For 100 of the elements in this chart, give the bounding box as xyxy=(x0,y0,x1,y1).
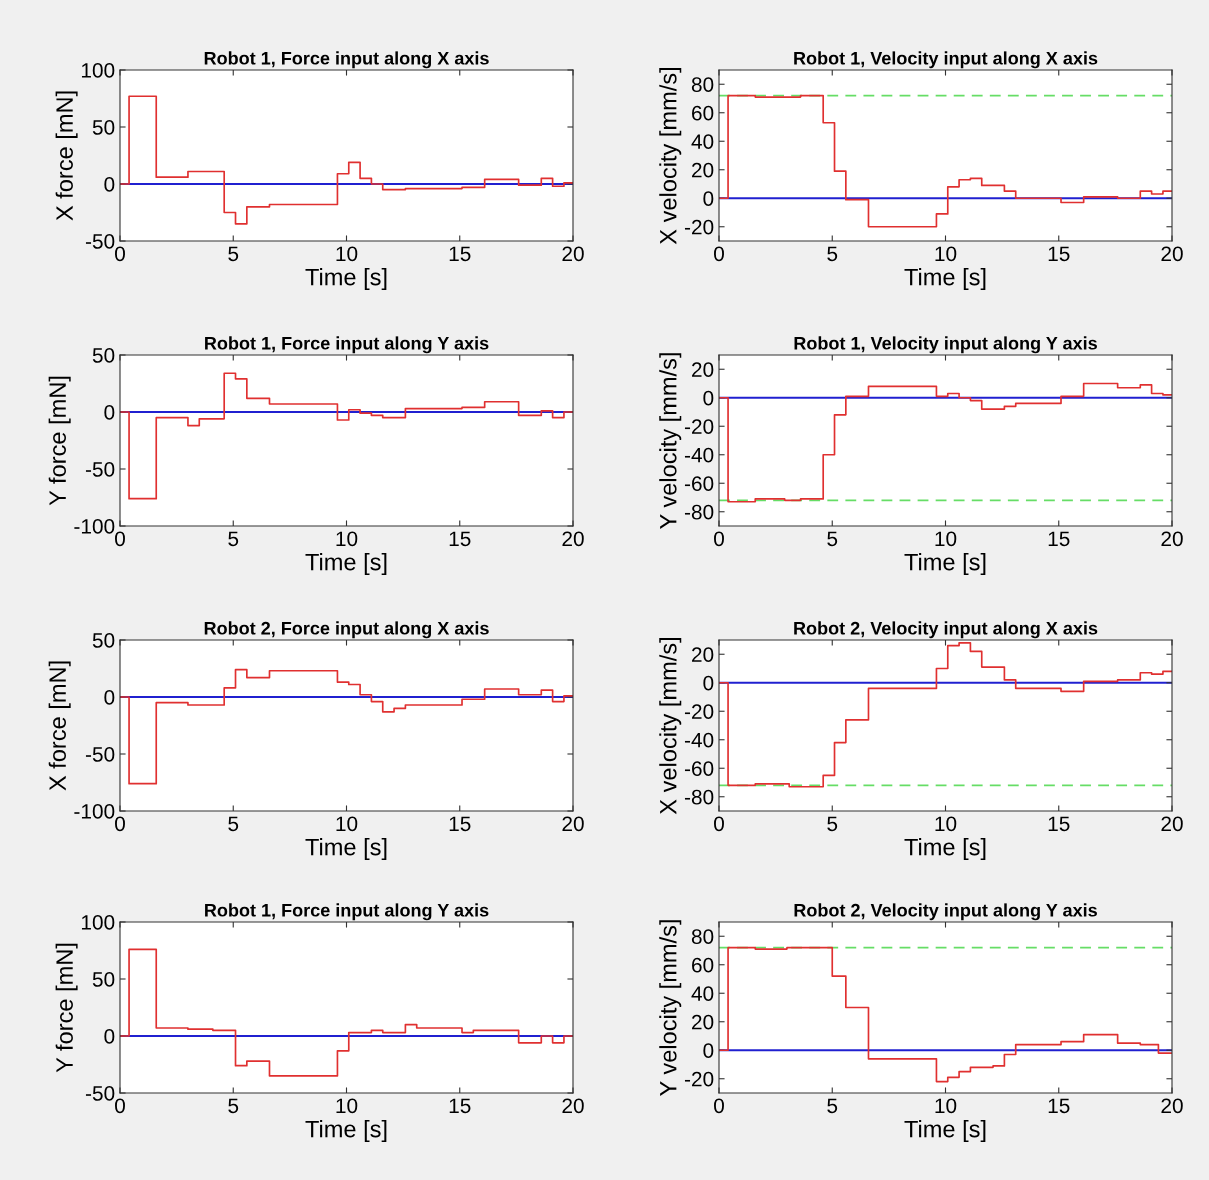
y-tick-label: 20 xyxy=(692,362,714,377)
x-tick-label: 20 xyxy=(562,1098,584,1114)
x-tick-label: 15 xyxy=(1048,1098,1070,1114)
y-tick-label: -20 xyxy=(684,1071,714,1087)
y-tick-label: -60 xyxy=(684,476,714,491)
x-tick-label: 20 xyxy=(562,246,584,262)
x-tick-label: 0 xyxy=(714,531,724,547)
y-tick-label: 40 xyxy=(691,986,714,1001)
x-tick-label: 10 xyxy=(935,1098,957,1114)
chart-title: Robot 2, Velocity input along X axis xyxy=(794,621,1098,639)
x-tick-label: 0 xyxy=(714,1098,724,1114)
x-tick-label: 5 xyxy=(827,1098,838,1114)
x-tick-label: 5 xyxy=(228,1098,239,1114)
x-tick-label: 5 xyxy=(228,246,239,262)
x-tick-label: 15 xyxy=(1048,531,1070,547)
y-axis-title: X velocity [mm/s] xyxy=(659,637,682,815)
y-tick-label: -100 xyxy=(74,804,115,819)
y-tick-label: -50 xyxy=(85,462,115,477)
y-tick-label: -80 xyxy=(684,789,714,805)
y-tick-label: 0 xyxy=(104,1029,115,1044)
x-axis-title: Time [s] xyxy=(904,553,986,576)
y-axis-title: X force [mN] xyxy=(55,91,78,221)
x-axis-title: Time [s] xyxy=(305,838,387,861)
x-axis-title: Time [s] xyxy=(305,553,387,576)
x-axis-title: Time [s] xyxy=(305,268,387,291)
x-axis-title: Time [s] xyxy=(904,838,986,861)
x-tick-label: 15 xyxy=(449,246,471,262)
x-tick-label: 15 xyxy=(449,816,471,832)
x-tick-label: 10 xyxy=(336,1098,358,1114)
x-tick-label: 15 xyxy=(1048,246,1070,262)
y-tick-label: 80 xyxy=(691,929,714,944)
y-axis-title: Y velocity [mm/s] xyxy=(659,353,682,529)
x-tick-label: 20 xyxy=(1161,531,1183,547)
y-axis-title: X velocity [mm/s] xyxy=(659,67,682,245)
x-tick-label: 10 xyxy=(935,816,957,832)
y-tick-label: 20 xyxy=(692,647,714,662)
y-tick-label: 60 xyxy=(692,105,714,121)
y-tick-label: 0 xyxy=(703,1043,714,1058)
x-tick-label: 10 xyxy=(336,531,358,547)
y-tick-label: 40 xyxy=(691,134,714,149)
y-tick-label: 50 xyxy=(92,348,115,363)
x-tick-label: 10 xyxy=(935,531,957,547)
y-tick-label: 0 xyxy=(104,177,115,192)
y-tick-label: -50 xyxy=(85,234,115,249)
y-tick-label: -40 xyxy=(684,447,714,463)
chart-title: Robot 1, Force input along Y axis xyxy=(205,336,489,354)
x-tick-label: 0 xyxy=(115,531,125,547)
x-tick-label: 20 xyxy=(1161,816,1183,832)
y-tick-label: -50 xyxy=(85,1086,115,1101)
x-tick-label: 15 xyxy=(1048,816,1070,832)
y-tick-label: 0 xyxy=(104,690,115,705)
y-tick-label: 50 xyxy=(92,120,115,135)
y-tick-label: -20 xyxy=(684,704,714,719)
x-axis-title: Time [s] xyxy=(904,1120,986,1143)
y-tick-label: 0 xyxy=(104,405,115,420)
y-tick-label: 100 xyxy=(81,915,115,930)
y-tick-label: 0 xyxy=(703,191,714,206)
x-tick-label: 0 xyxy=(115,816,125,832)
y-tick-label: 60 xyxy=(692,957,714,973)
chart-title: Robot 1, Velocity input along X axis xyxy=(794,51,1098,69)
y-tick-label: -40 xyxy=(684,732,714,748)
y-tick-label: 20 xyxy=(692,1014,714,1030)
y-axis-title: Y force [mN] xyxy=(55,943,78,1073)
x-tick-label: 10 xyxy=(336,816,358,832)
chart-title: Robot 1, Force input along X axis xyxy=(204,51,489,69)
y-tick-label: 80 xyxy=(691,77,714,92)
y-axis-title: Y velocity [mm/s] xyxy=(659,920,682,1096)
y-tick-label: -60 xyxy=(684,761,714,776)
x-tick-label: 0 xyxy=(714,246,724,262)
y-tick-label: -50 xyxy=(85,747,115,762)
x-tick-label: 20 xyxy=(1161,1098,1183,1114)
x-tick-label: 10 xyxy=(336,246,358,262)
chart-title: Robot 1, Velocity input along Y axis xyxy=(794,336,1097,354)
x-tick-label: 20 xyxy=(562,816,584,832)
x-tick-label: 20 xyxy=(562,531,584,547)
y-tick-label: -80 xyxy=(684,504,714,520)
x-tick-label: 0 xyxy=(714,816,724,832)
x-tick-label: 0 xyxy=(115,246,125,262)
x-tick-label: 10 xyxy=(935,246,957,262)
y-tick-label: 50 xyxy=(92,633,115,648)
x-tick-label: 5 xyxy=(827,246,838,262)
y-tick-label: -20 xyxy=(684,419,714,434)
x-tick-label: 15 xyxy=(449,1098,471,1114)
x-tick-label: 5 xyxy=(827,816,838,832)
y-axis-title: Y force [mN] xyxy=(48,376,71,506)
y-tick-label: -20 xyxy=(684,219,714,235)
y-tick-label: 0 xyxy=(703,675,714,691)
y-tick-label: 20 xyxy=(692,162,714,178)
x-tick-label: 5 xyxy=(827,531,838,547)
x-tick-label: 5 xyxy=(228,531,239,547)
x-tick-label: 15 xyxy=(449,531,471,547)
x-tick-label: 5 xyxy=(228,816,239,832)
chart-title: Robot 1, Force input along Y axis xyxy=(205,903,489,921)
chart-title: Robot 2, Force input along X axis xyxy=(204,621,489,639)
y-tick-label: -100 xyxy=(74,519,115,534)
y-axis-title: X force [mN] xyxy=(48,661,71,791)
y-tick-label: 50 xyxy=(92,972,115,987)
y-tick-label: 100 xyxy=(81,63,115,78)
x-tick-label: 20 xyxy=(1161,246,1183,262)
chart-title: Robot 2, Velocity input along Y axis xyxy=(794,903,1097,921)
